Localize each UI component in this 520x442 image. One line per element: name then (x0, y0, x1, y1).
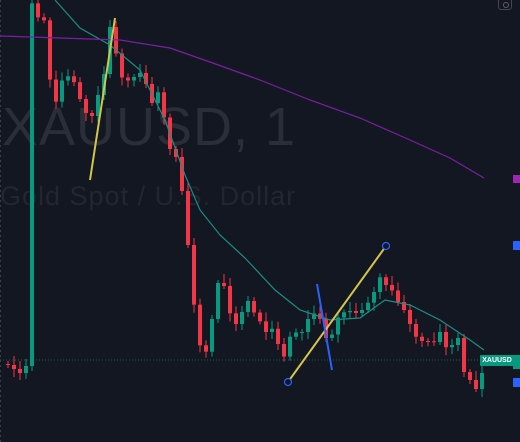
candle-body (300, 332, 304, 333)
candle-body (258, 312, 262, 322)
candle-body (372, 292, 376, 303)
candle-body (462, 338, 466, 372)
trendline-blue (316, 283, 333, 371)
candle-body (384, 277, 388, 285)
candle-body (90, 113, 94, 116)
candle-body (330, 334, 334, 338)
candle-body (66, 76, 70, 81)
candle-body (24, 366, 28, 373)
settings-icon[interactable] (498, 0, 512, 10)
candle-body (132, 77, 136, 81)
candle-body (336, 317, 340, 335)
candle-body (222, 283, 226, 286)
marker-blue (513, 241, 520, 250)
candle-body (276, 328, 280, 344)
candle-body (456, 338, 460, 345)
candle-body (60, 80, 64, 102)
candle-body (180, 157, 184, 191)
trendline-anchor-start (283, 377, 293, 387)
candle-body (126, 77, 130, 81)
marker-blue-lower (513, 378, 520, 387)
candle-body (246, 301, 250, 312)
candle-body (6, 364, 10, 365)
candle-body (390, 285, 394, 291)
trendline-anchor-end (381, 241, 391, 251)
trendline-yellow-upper (89, 17, 116, 181)
candle-body (240, 312, 244, 324)
candle-body (42, 17, 46, 21)
candle-body (354, 311, 358, 313)
candle-body (450, 345, 454, 348)
candle-body (468, 372, 472, 380)
candle-body (306, 319, 310, 332)
candle-body (402, 302, 406, 310)
candle-body (444, 332, 448, 348)
candle-body (156, 92, 160, 103)
candle-body (186, 191, 190, 245)
candle-body (408, 310, 412, 324)
candle-body (144, 73, 148, 84)
candle-body (288, 336, 292, 357)
trendline-yellow-lower (287, 245, 387, 383)
candle-body (84, 99, 88, 113)
candle-body (252, 301, 256, 313)
candle-body (312, 313, 316, 319)
candle-body (78, 82, 82, 99)
candle-body (396, 290, 400, 302)
candle-body (342, 312, 346, 318)
candle-body (228, 286, 232, 314)
candle-body (30, 3, 34, 366)
symbol-watermark: XAUUSD, 1 (2, 97, 297, 157)
marker-magenta (513, 175, 520, 183)
moving-average-fast (54, 0, 485, 351)
candle-body (204, 345, 208, 352)
candle-body (138, 73, 142, 77)
candle-body (426, 341, 430, 342)
marker-teal (513, 355, 520, 369)
candle-body (12, 365, 16, 369)
candle-body (480, 373, 484, 389)
candle-body (96, 95, 100, 116)
candle-body (294, 332, 298, 337)
candle-body (264, 321, 268, 332)
candle-body (366, 302, 370, 310)
candle-body (48, 20, 52, 80)
candle-body (270, 328, 274, 332)
candle-body (474, 380, 478, 389)
candle-body (360, 310, 364, 313)
candle-body (120, 53, 124, 78)
candle-body (216, 283, 220, 319)
candle-body (378, 277, 382, 292)
candle-body (234, 313, 238, 324)
candle-body (198, 304, 202, 346)
candle-body (174, 149, 178, 157)
candle-body (348, 311, 352, 313)
candle-body (420, 336, 424, 341)
candle-body (432, 341, 436, 343)
candle-body (210, 319, 214, 352)
candle-body (18, 369, 22, 373)
candle-body (54, 79, 58, 102)
candle-body (414, 324, 418, 337)
candle-body (36, 3, 40, 18)
moving-average-slow (0, 35, 485, 179)
symbol-description-watermark: Gold Spot / U.S. Dollar (0, 181, 297, 211)
candle-body (72, 76, 76, 83)
candle-body (192, 245, 196, 305)
price-label-xauusd: XAUUSD (480, 355, 514, 366)
candle-body (438, 332, 442, 342)
candle-body (282, 344, 286, 357)
candle-body (162, 92, 166, 118)
